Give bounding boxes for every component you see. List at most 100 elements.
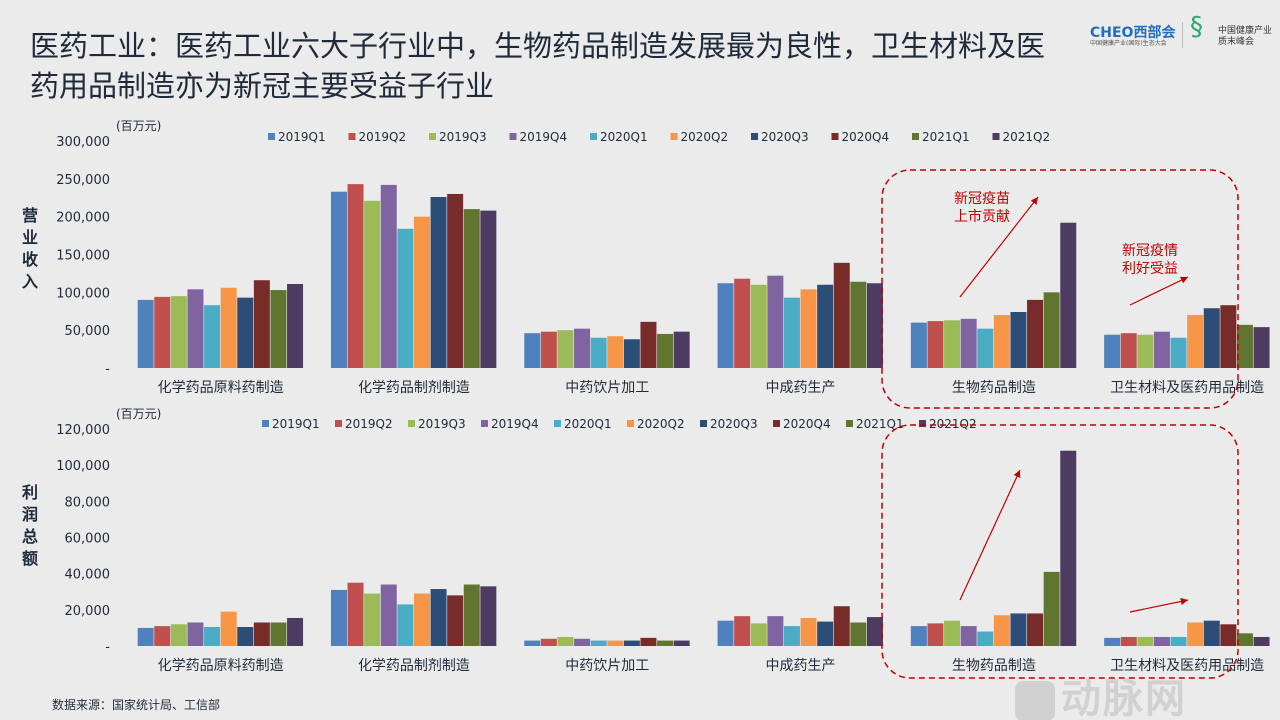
chart1-ytick: 300,000 (56, 135, 110, 150)
chart1-legend-label: 2020Q4 (842, 130, 890, 144)
watermark-logo-icon (1015, 681, 1055, 720)
chart1-legend-label: 2020Q1 (600, 130, 648, 144)
trend-arrow-icon (959, 196, 1039, 298)
summit-line2: 质末峰会 (1218, 37, 1255, 47)
trend-arrow-icon (1129, 597, 1189, 613)
chart2-bar (623, 640, 640, 646)
chart2-category-label: 化学药品原料药制造 (158, 658, 284, 674)
chart1-ytick: 50,000 (65, 324, 111, 339)
chart2-bar (866, 617, 883, 646)
chart1-bar (413, 216, 430, 368)
chart1-bar (574, 328, 591, 368)
annotation-vaccine-line1: 新冠疫苗 (954, 191, 1010, 207)
chart2-legend-label: 2020Q1 (564, 417, 612, 431)
chart2-bar (1027, 613, 1044, 646)
chart2-bar (364, 593, 381, 646)
chart2-bar (270, 622, 287, 646)
chart1-bar (590, 337, 607, 368)
chart2-bar (237, 627, 254, 646)
chart1-legend-label: 2019Q4 (520, 130, 568, 144)
chart2-legend-swatch (335, 420, 342, 427)
logo: CHEO西部会 中国健康产业(国际)生态大会 § 中国健康产业 质末峰会 (1090, 8, 1275, 48)
chart2-legend-label: 2019Q2 (345, 417, 393, 431)
chart2-legend-swatch (773, 420, 780, 427)
chart2-ytick: 120,000 (56, 423, 110, 438)
chart1-bar (607, 336, 624, 368)
chart2-bar (977, 631, 994, 646)
chart1-bar (204, 305, 221, 368)
chart2-bar (1043, 571, 1060, 646)
chart2-legend-label: 2021Q2 (929, 417, 977, 431)
chart1-bar (866, 283, 883, 368)
highlight-box-profit (881, 424, 1239, 679)
chart1-ytick: 150,000 (56, 249, 110, 264)
summit-logo-text: 中国健康产业 质末峰会 (1218, 26, 1272, 48)
trend-arrow-icon (1129, 276, 1189, 306)
chart1-category-label: 中成药生产 (766, 380, 836, 396)
chart2-bar (330, 589, 347, 646)
chart2-legend-swatch (627, 420, 634, 427)
chart2-bar (1187, 622, 1204, 646)
chart1-bar (1220, 305, 1237, 368)
annotation-epidemic-line1: 新冠疫情 (1122, 243, 1178, 259)
chart2-bar (833, 606, 850, 646)
chart1-bar (137, 299, 154, 368)
chart2-bar (1104, 637, 1121, 646)
chart1-bar (237, 297, 254, 368)
chart1-category-label: 中药饮片加工 (565, 380, 649, 396)
chart1-legend-label: 2021Q2 (1003, 130, 1051, 144)
chart1-bar (1060, 222, 1077, 368)
chart2-unit: (百万元) (116, 407, 161, 421)
chart2-bar (1220, 624, 1237, 646)
chart2-legend-swatch (408, 420, 415, 427)
chart1-bar (640, 321, 657, 368)
chart1-bar (430, 196, 447, 368)
chart1-legend-swatch (348, 133, 356, 140)
chart2-legend-swatch (481, 420, 488, 427)
chart1-legend-swatch (831, 133, 839, 140)
chart2-bar (540, 638, 557, 646)
chart1-legend-label: 2020Q3 (761, 130, 809, 144)
chart2-category-label: 中药饮片加工 (565, 658, 649, 674)
chart1-bar (463, 209, 480, 368)
chart2-bar (607, 640, 624, 646)
chart1-bar (1153, 331, 1170, 368)
chart1-legend-label: 2019Q2 (359, 130, 407, 144)
chart2-bar (817, 621, 834, 646)
chart2-category-label: 卫生材料及医药用品制造 (1110, 658, 1264, 674)
chart1-bar (750, 284, 767, 368)
page-title: 医药工业：医药工业六大子行业中，生物药品制造发展最为良性，卫生材料及医药用品制造… (30, 29, 1046, 103)
chart2-bar (590, 640, 607, 646)
chart1-bar (717, 283, 734, 368)
chart2-category-label: 中成药生产 (766, 658, 836, 674)
chart1-bar (524, 333, 541, 368)
chart2-bar (767, 616, 784, 646)
chart2-bar (673, 640, 690, 646)
watermark: 动脉网 (1015, 678, 1187, 720)
chart1-bar (1253, 327, 1270, 368)
chart2-ylabel: 利润总额 (22, 483, 39, 568)
chart1-bar (1170, 337, 1187, 368)
chart1-bar (657, 333, 674, 368)
chart2-legend-swatch (919, 420, 926, 427)
chart1-legend-swatch (429, 133, 436, 140)
chart1-legend-swatch (590, 133, 597, 140)
cheo-logo-subtext: 中国健康产业(国际)生态大会 (1090, 40, 1167, 47)
chart2-legend-swatch (262, 420, 269, 427)
chart2-ytick: 20,000 (65, 604, 111, 619)
chart1-category-label: 化学药品原料药制造 (158, 380, 284, 396)
chart2-legend-label: 2019Q4 (491, 417, 539, 431)
chart2-bar (944, 620, 961, 646)
chart2-bar (413, 593, 430, 646)
chart1-bar (1104, 334, 1121, 368)
chart1-bar (480, 210, 497, 368)
chart1-bar (1120, 333, 1137, 368)
chart2-bar (557, 636, 574, 646)
chart1-bar (170, 296, 187, 368)
chart2-bar (993, 615, 1010, 646)
chart2-bar (960, 626, 977, 646)
chart1-bar (767, 275, 784, 368)
chart2-ytick: 100,000 (56, 459, 110, 474)
chart2-bar (1253, 636, 1270, 646)
